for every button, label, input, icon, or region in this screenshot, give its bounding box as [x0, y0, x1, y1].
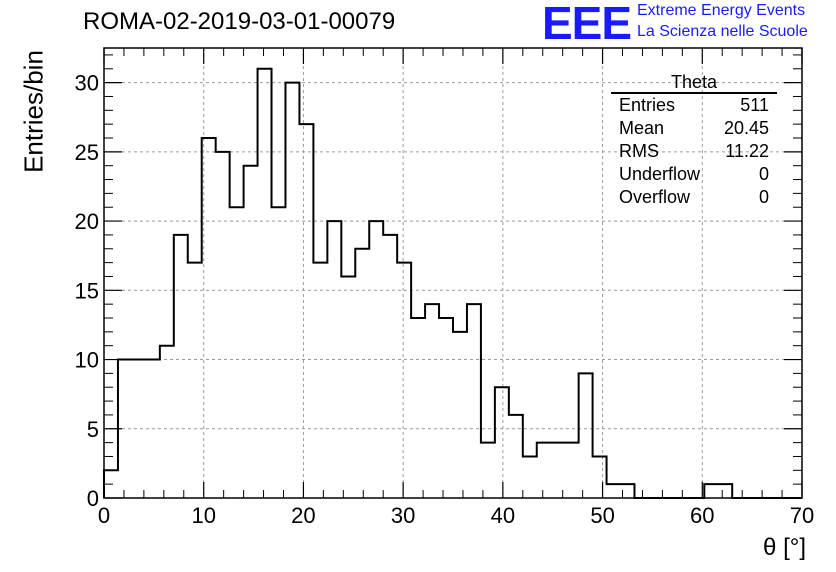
y-tick-label: 20 — [75, 209, 99, 234]
histogram-bin — [160, 346, 174, 498]
histogram-bin — [718, 484, 732, 498]
stats-row-rms: RMS 11.22 — [611, 140, 777, 163]
y-tick-label: 30 — [75, 71, 99, 96]
stats-label: RMS — [619, 141, 659, 161]
histogram-bin — [607, 484, 621, 498]
stats-row-underflow: Underflow 0 — [611, 163, 777, 186]
histogram-bin — [369, 221, 383, 498]
stats-value: 20.45 — [723, 118, 769, 138]
x-tick-label: 20 — [291, 503, 315, 528]
eee-logo: EEE — [542, 0, 632, 49]
x-tick-label: 40 — [491, 503, 515, 528]
histogram-bin — [355, 249, 369, 498]
histogram-bin — [216, 152, 230, 498]
histogram-bin — [425, 304, 439, 498]
histogram-bin — [313, 263, 327, 498]
histogram-bin — [188, 263, 202, 498]
histogram-bin — [495, 387, 509, 498]
stats-label: Overflow — [619, 187, 691, 207]
histogram-bin — [146, 360, 160, 498]
stats-row-mean: Mean 20.45 — [611, 117, 777, 140]
histogram-bin — [411, 318, 425, 498]
plot-frame — [103, 47, 803, 499]
y-tick-label: 15 — [75, 278, 99, 303]
histogram-bin — [523, 456, 537, 498]
logo-line-1: Extreme Energy Events — [637, 2, 806, 19]
stats-box: Theta Entries 511 Mean 20.45 RMS 11.22 U… — [611, 72, 777, 209]
x-tick-label: 50 — [590, 503, 614, 528]
histogram-bin — [509, 415, 523, 498]
stats-label: Mean — [619, 118, 665, 138]
histogram-bin — [467, 304, 481, 498]
y-tick-label: 10 — [75, 348, 99, 373]
stats-value: 0 — [758, 187, 769, 207]
x-tick-label: 30 — [391, 503, 415, 528]
histogram-bin — [341, 276, 355, 498]
logo-line-2: La Scienza nelle Scuole — [637, 23, 808, 40]
stats-label: Underflow — [619, 164, 701, 184]
histogram-bin — [551, 443, 565, 498]
histogram-outline — [103, 67, 802, 499]
stats-row-entries: Entries 511 — [611, 94, 777, 117]
x-axis-label: θ [°] — [763, 534, 806, 561]
histogram-bin — [327, 221, 341, 498]
histogram-bin — [704, 484, 718, 498]
histogram-bin — [174, 235, 188, 498]
histogram-bin — [230, 207, 244, 498]
stats-label: Entries — [619, 95, 676, 115]
histogram-bin — [397, 263, 411, 498]
histogram-bin — [285, 83, 299, 498]
chart-title: ROMA-02-2019-03-01-00079 — [83, 8, 396, 35]
x-tick-label: 0 — [98, 503, 110, 528]
x-tick-label: 60 — [690, 503, 714, 528]
histogram-bin — [383, 235, 397, 498]
stats-value: 11.22 — [725, 141, 769, 161]
stats-value: 0 — [758, 164, 769, 184]
histogram-bin — [579, 373, 593, 498]
histogram-bin — [439, 318, 453, 498]
histogram-bars — [103, 67, 802, 499]
y-tick-label: 0 — [87, 486, 99, 511]
x-tick-label: 10 — [191, 503, 215, 528]
axes — [103, 47, 803, 499]
stats-value: 511 — [740, 95, 769, 115]
histogram-bin — [593, 456, 607, 498]
histogram-bin — [202, 138, 216, 498]
stats-title: Theta — [611, 72, 777, 94]
histogram-bin — [244, 166, 258, 498]
y-axis-label: Entries/bin — [18, 50, 49, 173]
histogram-bin — [453, 332, 467, 498]
y-tick-label: 5 — [87, 417, 99, 442]
x-tick-label: 70 — [790, 503, 814, 528]
histogram-bin — [481, 443, 495, 498]
y-tick-label: 25 — [75, 140, 99, 165]
histogram-bin — [299, 124, 313, 498]
histogram-bin — [565, 443, 579, 498]
histogram-bin — [272, 207, 286, 498]
tick-labels: 0 10 20 30 40 50 60 70 0 5 10 15 20 25 30 — [75, 71, 815, 528]
histogram-bin — [537, 443, 551, 498]
histogram-bin — [132, 360, 146, 498]
histogram-bin — [258, 69, 272, 498]
stats-row-overflow: Overflow 0 — [611, 186, 777, 209]
